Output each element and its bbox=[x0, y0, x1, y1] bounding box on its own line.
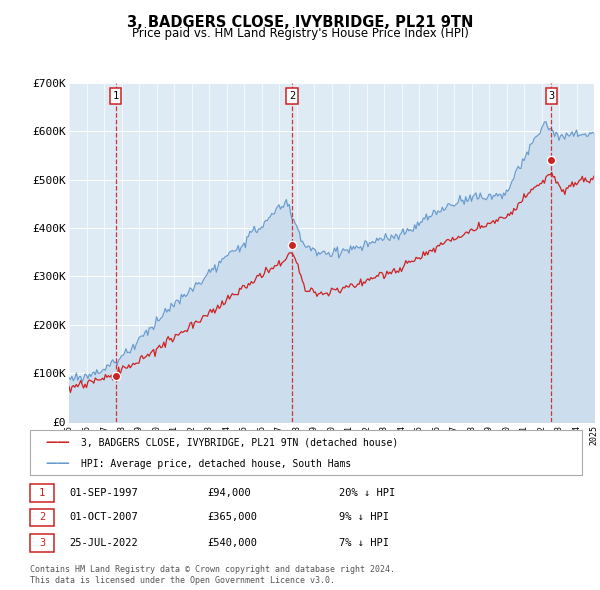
Text: HPI: Average price, detached house, South Hams: HPI: Average price, detached house, Sout… bbox=[81, 459, 351, 468]
Text: 3, BADGERS CLOSE, IVYBRIDGE, PL21 9TN: 3, BADGERS CLOSE, IVYBRIDGE, PL21 9TN bbox=[127, 15, 473, 30]
Text: 20% ↓ HPI: 20% ↓ HPI bbox=[339, 488, 395, 497]
Text: 1: 1 bbox=[113, 91, 119, 101]
Text: Price paid vs. HM Land Registry's House Price Index (HPI): Price paid vs. HM Land Registry's House … bbox=[131, 27, 469, 40]
Text: £94,000: £94,000 bbox=[207, 488, 251, 497]
Text: £365,000: £365,000 bbox=[207, 513, 257, 522]
Text: 2: 2 bbox=[39, 513, 45, 522]
Text: 3, BADGERS CLOSE, IVYBRIDGE, PL21 9TN (detached house): 3, BADGERS CLOSE, IVYBRIDGE, PL21 9TN (d… bbox=[81, 438, 398, 448]
Text: 3: 3 bbox=[548, 91, 554, 101]
Text: 25-JUL-2022: 25-JUL-2022 bbox=[69, 538, 138, 548]
Text: £540,000: £540,000 bbox=[207, 538, 257, 548]
Text: Contains HM Land Registry data © Crown copyright and database right 2024.
This d: Contains HM Land Registry data © Crown c… bbox=[30, 565, 395, 585]
Text: 9% ↓ HPI: 9% ↓ HPI bbox=[339, 513, 389, 522]
Text: 01-OCT-2007: 01-OCT-2007 bbox=[69, 513, 138, 522]
Text: ——: —— bbox=[45, 436, 70, 449]
Text: 7% ↓ HPI: 7% ↓ HPI bbox=[339, 538, 389, 548]
Text: ——: —— bbox=[45, 457, 70, 470]
Text: 3: 3 bbox=[39, 538, 45, 548]
Text: 2: 2 bbox=[289, 91, 295, 101]
Text: 01-SEP-1997: 01-SEP-1997 bbox=[69, 488, 138, 497]
Text: 1: 1 bbox=[39, 488, 45, 497]
